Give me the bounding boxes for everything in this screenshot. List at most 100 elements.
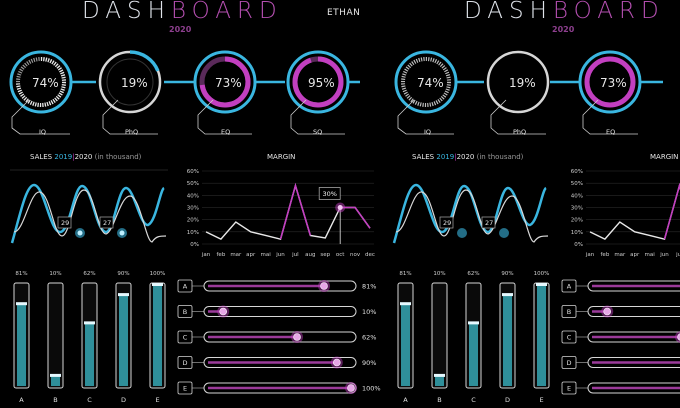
sales-callout-a: 29: [61, 219, 70, 227]
vbar-handle: [400, 302, 411, 306]
margin-y-tick: 30%: [571, 206, 583, 212]
gauge-phq-value: 19%: [121, 76, 148, 90]
hbar-knob[interactable]: [332, 358, 341, 367]
vbar-handle: [118, 293, 129, 297]
vbar-fill: [537, 285, 546, 386]
margin-x-tick: mar: [230, 252, 242, 258]
margin-highlight-point: [337, 205, 343, 210]
margin-x-tick: mai: [645, 252, 656, 258]
vbar-value-label: 81%: [399, 271, 411, 277]
year-label-duplicate: 2020: [552, 25, 575, 34]
margin-x-tick: jul: [291, 252, 299, 258]
margin-y-tick: 30%: [187, 206, 199, 212]
vbar-category-label: B: [53, 396, 57, 404]
vbar-handle: [536, 283, 547, 286]
vbar-value-label: 90%: [117, 271, 129, 277]
vbar-category-label: E: [155, 396, 159, 404]
hbar-knob[interactable]: [347, 384, 355, 392]
margin-y-tick: 10%: [187, 230, 199, 236]
gauge-phq-label: PhQ: [125, 128, 139, 136]
margin-y-tick: 40%: [571, 193, 583, 199]
hbar-category-label: A: [183, 283, 188, 291]
margin-chart-duplicate: 60% 50% 40% 30% 20% 10% 0%jan feb mar apr mai jun ju…: [571, 169, 680, 258]
vbar-handle: [84, 321, 95, 325]
page-title: DASHBOARD: [82, 0, 283, 24]
vbar-value-label: 62%: [83, 271, 95, 277]
gauge-eq-label: EQ: [221, 128, 231, 136]
sales-callout-b-duplicate: 27: [485, 219, 494, 227]
gauge-iq-label: IQ: [39, 128, 47, 136]
margin-y-tick: 0%: [574, 242, 583, 248]
margin-y-tick: 60%: [187, 169, 199, 175]
vbar-value-label: 10%: [49, 271, 61, 277]
horizontal-sliders-chart: A 81% B 10% C 62% D 90% E 100%: [177, 279, 381, 395]
hbar-category-label: D: [566, 359, 571, 367]
vbar-fill: [435, 375, 444, 386]
gauge-row: [9, 50, 360, 135]
hbar-category-label: B: [567, 308, 571, 316]
hbar-category-label: C: [183, 334, 188, 342]
margin-y-tick: 50%: [571, 181, 583, 187]
gauge-iq-value-duplicate: 74%: [417, 76, 444, 90]
sales-callout-b: 27: [103, 219, 112, 227]
margin-title-duplicate: MARGIN: [650, 153, 679, 161]
sales-chart: [10, 169, 168, 244]
margin-x-tick: feb: [217, 252, 226, 258]
vbar-value-label: 10%: [433, 271, 445, 277]
hbar-track: [587, 306, 680, 317]
user-name: ETHAN: [327, 8, 361, 18]
vbar-value-label: 100%: [150, 271, 166, 277]
vbar-category-label: A: [19, 396, 24, 404]
vbar-category-label: D: [121, 396, 126, 404]
gauge-eq-label-duplicate: EQ: [606, 128, 616, 136]
margin-callout-box: [318, 187, 341, 200]
hbar-knob[interactable]: [677, 333, 680, 341]
margin-y-tick: 40%: [187, 193, 199, 199]
margin-x-tick: jan: [585, 252, 595, 258]
vbar-fill: [119, 295, 128, 386]
margin-title: MARGIN: [267, 153, 296, 161]
hbar-knob[interactable]: [293, 333, 301, 341]
vbar-handle: [434, 373, 445, 377]
gauge-phq-value-duplicate: 19%: [509, 76, 536, 90]
gauge-eq-level: [199, 56, 251, 108]
sales-chart-duplicate: [392, 183, 549, 244]
vbar-value-label: 81%: [15, 271, 27, 277]
vbar-fill: [153, 285, 162, 386]
margin-peak-segment: [279, 182, 312, 240]
gauge-phq-label-duplicate: PhQ: [513, 128, 527, 136]
margin-y-tick: 20%: [571, 218, 583, 224]
vbar-fill: [51, 375, 60, 386]
gauge-phq: [98, 50, 162, 135]
sales-title-duplicate: SALES 2019|2020 (in thousand): [412, 153, 524, 161]
margin-x-tick: sep: [320, 252, 330, 258]
vbar-fill: [503, 295, 512, 386]
gauge-sq-label: SQ: [313, 128, 323, 136]
vbar-handle: [16, 302, 27, 306]
vbar-fill: [17, 304, 26, 386]
vbar-handle: [50, 373, 61, 377]
gauge-eq: [193, 50, 257, 135]
vbar-handle: [468, 321, 479, 325]
hbar-knob[interactable]: [603, 307, 611, 316]
vbar-handle: [502, 293, 513, 297]
gauge-row-duplicate: [394, 50, 663, 135]
vbar-category-label: C: [471, 396, 476, 404]
vbar-fill: [85, 323, 94, 386]
hbar-category-label: B: [183, 308, 187, 316]
gauge-sq: [286, 50, 350, 135]
hbar-value-label: 100%: [362, 385, 381, 393]
hbar-knob[interactable]: [320, 282, 328, 290]
margin-y-tick: 50%: [187, 181, 199, 187]
gauge-iq-label-duplicate: IQ: [424, 128, 432, 136]
hbar-knob[interactable]: [219, 307, 227, 316]
margin-peak-segment: [663, 182, 680, 240]
hbar-category-label: C: [567, 334, 572, 342]
margin-x-tick: mar: [614, 252, 626, 258]
vbar-fill: [469, 323, 478, 386]
dashboard-panel: DASHBOARD ETHAN 2020: [9, 0, 381, 404]
margin-x-tick: aug: [305, 252, 315, 258]
margin-x-tick: jun: [659, 252, 669, 258]
hbar-value-label: 81%: [362, 283, 376, 291]
dashboard-panel-duplicate: DASHBOARD 2020 74% 19% 73% IQ PhQ EQ SAL…: [388, 0, 680, 408]
